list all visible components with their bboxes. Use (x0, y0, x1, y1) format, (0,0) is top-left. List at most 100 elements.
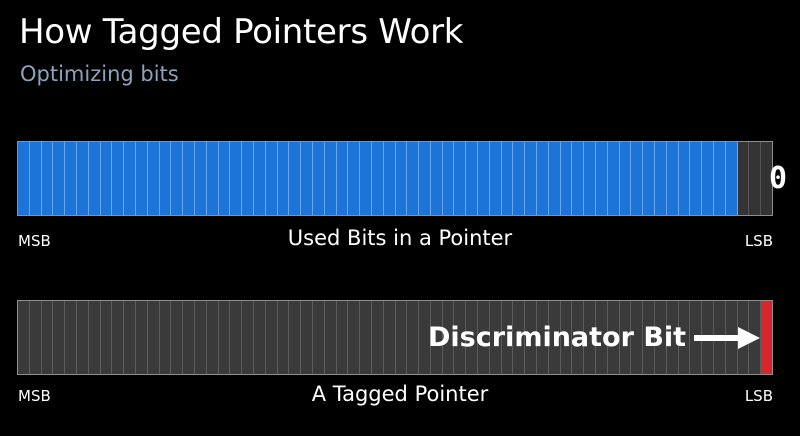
used-bit-cell (29, 142, 42, 215)
used-bit-cell (513, 142, 526, 215)
pointer-bit-cell (525, 301, 538, 374)
msb-label: MSB (18, 387, 51, 405)
pointer-bit-cell (537, 301, 549, 374)
pointer-bit-cell (253, 301, 266, 374)
tagged-pointer-caption: A Tagged Pointer (311, 382, 489, 406)
discriminator-callout: Discriminator Bit (428, 322, 761, 353)
used-bits-bar (17, 141, 773, 216)
used-bit-cell (218, 142, 231, 215)
pointer-bit-cell (643, 301, 656, 374)
pointer-bit-cell (360, 301, 372, 374)
used-bit-cell (124, 142, 136, 215)
used-bit-cell (407, 142, 420, 215)
used-bit-cell (525, 142, 538, 215)
used-bit-cell (596, 142, 608, 215)
used-bit-cell (194, 142, 207, 215)
pointer-bit-cell (619, 301, 632, 374)
used-bit-cell (242, 142, 254, 215)
pointer-bit-cell (76, 301, 89, 374)
pointer-bit-cell (501, 301, 514, 374)
used-bit-cell (560, 142, 573, 215)
used-bit-cell (100, 142, 113, 215)
used-bit-cell (348, 142, 361, 215)
used-bit-cell (171, 142, 184, 215)
used-bit-cell (230, 142, 243, 215)
pointer-bit-cell (265, 301, 278, 374)
pointer-bit-cell (395, 301, 408, 374)
used-bit-cell (572, 142, 585, 215)
used-bit-cell (501, 142, 514, 215)
used-bit-cell (289, 142, 302, 215)
pointer-bit-cell (631, 301, 644, 374)
used-bit-cell (383, 142, 396, 215)
used-bit-cell (183, 142, 195, 215)
discriminator-label: Discriminator Bit (428, 322, 687, 353)
pointer-bit-cell (442, 301, 455, 374)
pointer-bit-cell (407, 301, 420, 374)
used-bit-cell (65, 142, 77, 215)
used-bit-cell (454, 142, 467, 215)
used-bit-cell (253, 142, 266, 215)
unused-bits-value: 0 (768, 161, 787, 196)
pointer-bit-cell (194, 301, 207, 374)
used-bit-cell (76, 142, 89, 215)
used-bit-cell (371, 142, 384, 215)
used-bit-cell (135, 142, 148, 215)
used-bit-cell (112, 142, 125, 215)
pointer-bit-cell (171, 301, 184, 374)
unused-bit-cell (761, 142, 772, 215)
lsb-label: LSB (744, 232, 773, 250)
pointer-bit-cell (478, 301, 490, 374)
used-bit-cell (277, 142, 290, 215)
used-bit-cell (41, 142, 54, 215)
pointer-bit-cell (312, 301, 325, 374)
pointer-bit-cell (548, 301, 561, 374)
tagged-pointer-bar (17, 300, 773, 375)
used-bits-caption: Used Bits in a Pointer (287, 226, 513, 250)
unused-bit-cell (737, 142, 750, 215)
used-bit-cell (430, 142, 443, 215)
used-bit-cell (702, 142, 715, 215)
pointer-bit-cell (607, 301, 620, 374)
pointer-bit-cell (371, 301, 384, 374)
slide-title: How Tagged Pointers Work (19, 12, 464, 52)
pointer-bit-cell (112, 301, 125, 374)
pointer-bit-cell (88, 301, 101, 374)
pointer-bit-cell (383, 301, 396, 374)
pointer-bit-cell (301, 301, 313, 374)
used-bit-cell (725, 142, 738, 215)
used-bit-cell (265, 142, 278, 215)
pointer-bit-cell (183, 301, 195, 374)
pointer-bit-cell (218, 301, 231, 374)
pointer-bit-cell (324, 301, 337, 374)
msb-label: MSB (18, 232, 51, 250)
used-bit-cell (631, 142, 644, 215)
lsb-label: LSB (744, 387, 773, 405)
used-bit-cell (537, 142, 549, 215)
slide-subtitle: Optimizing bits (20, 62, 179, 86)
pointer-bit-cell (53, 301, 66, 374)
pointer-bit-cell (596, 301, 608, 374)
pointer-bit-cell (29, 301, 42, 374)
pointer-bit-cell (206, 301, 219, 374)
used-bit-cell (666, 142, 679, 215)
pointer-bit-cell (159, 301, 172, 374)
pointer-bit-cell (336, 301, 349, 374)
used-bit-cell (584, 142, 597, 215)
used-bit-cell (714, 142, 726, 215)
used-bit-cell (206, 142, 219, 215)
used-bit-cell (607, 142, 620, 215)
used-bit-cell (643, 142, 656, 215)
pointer-bit-cell (666, 301, 679, 374)
pointer-bit-cell (489, 301, 502, 374)
used-bit-cell (548, 142, 561, 215)
used-bit-cell (619, 142, 632, 215)
used-bit-cell (324, 142, 337, 215)
used-bit-cell (466, 142, 479, 215)
pointer-bit-cell (584, 301, 597, 374)
used-bit-cell (360, 142, 372, 215)
used-bit-cell (88, 142, 101, 215)
used-bit-cell (18, 142, 30, 215)
used-bit-cell (678, 142, 691, 215)
used-bit-cell (655, 142, 667, 215)
